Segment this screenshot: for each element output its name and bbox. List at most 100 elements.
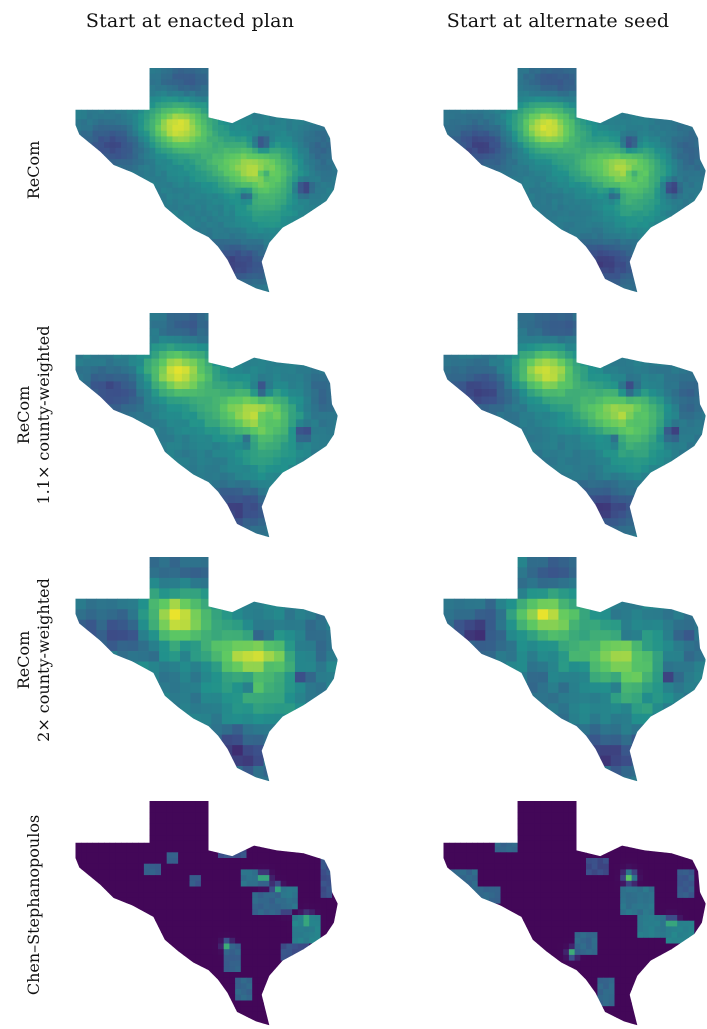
map-cell [127,159,133,165]
map-cell [91,321,99,329]
map-cell [512,188,518,194]
map-cell [597,211,603,217]
map-cell [275,148,281,154]
map-cell [207,245,213,251]
map-cell [649,97,655,103]
map-cell [129,381,137,389]
map-cell [466,199,472,205]
map-cell [229,199,235,205]
map-cell [654,119,660,125]
map-cell [195,68,201,74]
map-cell [580,176,586,182]
map-cell [563,222,569,228]
map-cell [700,245,706,251]
map-cell [563,228,569,234]
map-cell [106,336,114,344]
map-cell [286,85,292,91]
map-cell [552,256,558,262]
map-cell [444,193,450,199]
map-cell [106,480,114,488]
map-cell [178,176,184,182]
map-cell [115,268,121,274]
map-cell [523,188,529,194]
map-cell [700,290,706,296]
map-cell [315,85,321,91]
map-cell [319,328,327,336]
map-cell [501,176,507,182]
map-cell [609,290,615,296]
map-cell [643,91,649,97]
map-cell [136,374,144,382]
map-cell [512,250,518,256]
map-cell [161,68,167,74]
map-cell [150,250,156,256]
map-cell [184,171,190,177]
map-cell [258,419,266,427]
map-cell [535,114,541,120]
map-cell [144,171,150,177]
map-cell [224,262,230,268]
map-cell [247,245,253,251]
map-cell [540,216,546,222]
map-cell [615,154,621,160]
map-cell [495,216,501,222]
map-cell [558,245,564,251]
map-cell [138,216,144,222]
map-cell [288,397,296,405]
map-cell [315,159,321,165]
map-cell [286,108,292,114]
map-cell [654,182,660,188]
map-cells [444,313,707,541]
map-cell [212,250,218,256]
map-cell [91,404,99,412]
map-cell [586,233,592,239]
map-cell [152,473,160,481]
map-cell [332,228,338,234]
map-cell [649,142,655,148]
map-cell [205,488,213,496]
map-cell [93,114,99,120]
map-cell [482,321,490,329]
map-cell [104,216,110,222]
map-cell [190,321,198,329]
map-cell [672,108,678,114]
map-cell [281,404,289,412]
map-cell [472,285,478,291]
map-cell [552,205,558,211]
map-cell [159,374,167,382]
map-cell [451,328,459,336]
map-cell [269,108,275,114]
map-cell [273,465,281,473]
map-cell [190,239,196,245]
map-cell [152,336,160,344]
map-cell [152,374,160,382]
map-cell [529,290,535,296]
map-cell [478,142,484,148]
map-cell [161,188,167,194]
map-cell [332,176,338,182]
map-cell [298,68,304,74]
map-cell [672,148,678,154]
map-cell [483,182,489,188]
map-cell [506,211,512,217]
map-cell [258,533,266,541]
map-cell [569,256,575,262]
map-cell [523,136,529,142]
map-cell [592,245,598,251]
map-cell [155,131,161,137]
map-cell [540,114,546,120]
map-cell [161,245,167,251]
map-cell [298,154,304,160]
map-cell [81,188,87,194]
map-cell [321,108,327,114]
map-cell [643,97,649,103]
map-cell [529,211,535,217]
map-cell [184,256,190,262]
map-cell [609,193,615,199]
map-cell [266,343,274,351]
map-cell [512,176,518,182]
map-cell [292,97,298,103]
map-cell [603,222,609,228]
map-cell [235,222,241,228]
map-cell [174,351,182,359]
